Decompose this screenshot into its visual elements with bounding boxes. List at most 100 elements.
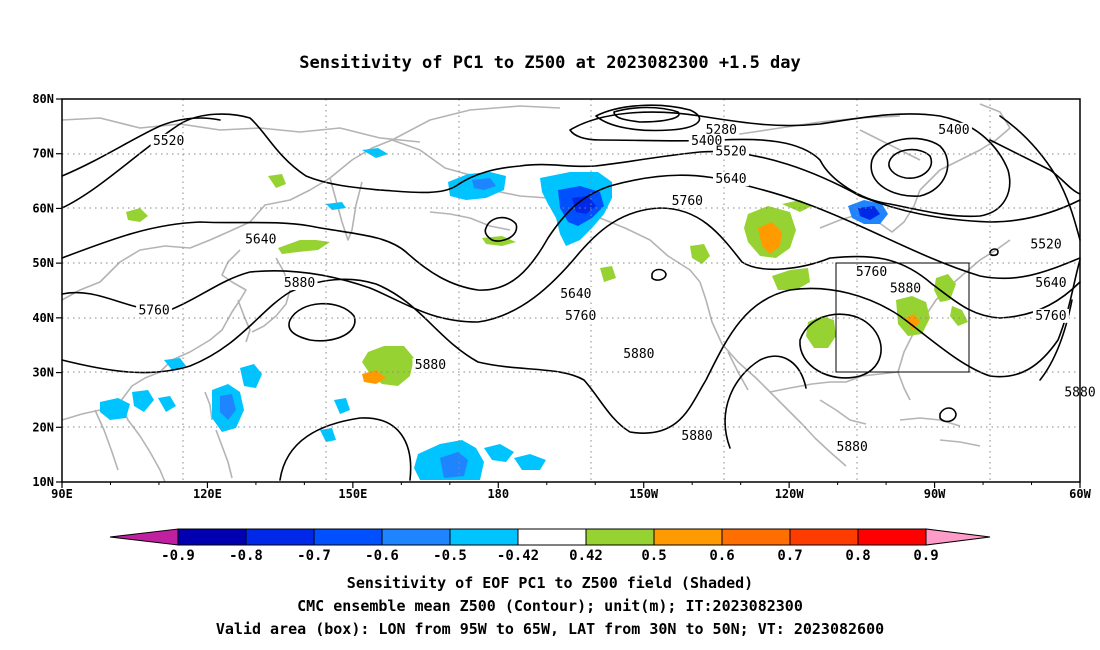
lat-tick-label: 20N [32,420,54,434]
shade-blue-arctic [362,148,388,158]
contour-5640 [61,174,1081,291]
colorbar-label: -0.9 [161,548,195,564]
contour-label: 5640 [715,172,746,187]
lon-tick-label: 90E [51,487,73,501]
contour-label: 5520 [153,134,184,149]
contour-5880 [61,259,1081,434]
contour-label: 5760 [1035,309,1066,324]
colorbar-swatch [653,528,723,546]
lat-tick-label: 70N [32,147,54,161]
colorbar: -0.9 -0.8 -0.7 -0.6 -0.5 -0.42 0.42 0.5 0.6 0.7 0.… [109,528,991,564]
lon-tick-label: 120W [775,487,805,501]
contour-5880-na [799,313,882,379]
contour-label-bg [712,144,749,159]
colorbar-label: 0.6 [709,548,734,564]
lat-tick-label: 10N [32,475,54,489]
shade-blue-mid2 [320,428,336,442]
shade-green-lake [268,174,286,188]
shade-orange-hudson [758,222,782,254]
contour-label-bg [1032,276,1069,291]
shade-blue-iwp-core [440,452,468,478]
colorbar-label: 0.42 [569,548,603,564]
contour-label-bg [281,276,318,291]
contour-label-bg [242,232,279,247]
contour-label-bg [412,358,449,373]
caption-line3: Valid area (box): LON from 95W to 65W, L… [216,620,884,638]
shade-blue-ind [158,396,176,412]
contour-label-bg [703,122,740,137]
map-frame [61,98,1081,483]
contour-small-atl [939,407,957,423]
shade-orange-pacific [362,370,386,384]
shade-blue-scs2 [132,390,154,412]
contour-label: 5520 [1030,238,1061,253]
colorbar-swatch [245,528,315,546]
contour-outer-east [989,139,1081,195]
shade-green-maine [950,306,968,326]
contour-label: 5640 [560,287,591,302]
colorbar-swatch [857,528,927,546]
sensitivity-shading [100,148,968,480]
shade-green-kam [278,240,330,254]
contour-label-bg [1032,308,1069,323]
contour-label: 5760 [138,303,169,318]
colorbar-swatch [789,528,859,546]
contour-label: 5760 [565,309,596,324]
colorbar-swatch [381,528,451,546]
contour-label: 5880 [415,358,446,373]
contour-label-bg [136,303,173,318]
lat-tick-label: 80N [32,92,54,106]
colorbar-label: 0.8 [845,548,870,564]
contour-labels: 5520564058805760588056405760588058805280… [136,123,1098,455]
shade-blue-philippine-core [220,394,236,420]
contour-outer-east3 [1039,299,1073,381]
colorbar-swatch [177,528,247,546]
colorbar-swatch [585,528,655,546]
contour-label: 5640 [1035,276,1066,291]
contour-label-bg [150,133,187,148]
colorbar-label: -0.8 [229,548,263,564]
contour-label-bg [669,193,706,208]
shade-blue-labrador-core [858,206,880,220]
shade-green-plains [806,316,836,348]
caption-line2: CMC ensemble mean Z500 (Contour); unit(m… [297,597,803,615]
lat-tick-label: 50N [32,256,54,270]
shade-green-rockies [690,244,710,264]
lon-tick-label: 120E [193,487,222,501]
lon-tick-label: 60W [1069,487,1091,501]
contour-label: 5760 [672,194,703,209]
contour-5880-sa [724,355,807,449]
lat-tick-label: 60N [32,201,54,215]
contour-label-bg [935,122,972,137]
colorbar-high-triangle [925,528,991,546]
lat-tick-label: 40N [32,311,54,325]
contour-label: 5400 [938,123,969,138]
lon-tick-label: 150E [338,487,367,501]
contour-5400-low2 [888,148,933,179]
colorbar-label: 0.5 [641,548,666,564]
contour-small-bc [651,268,667,281]
lon-tick-label: 150W [629,487,659,501]
colorbar-label: -0.42 [497,548,539,564]
caption-line1: Sensitivity of EOF PC1 to Z500 field (Sh… [347,574,753,592]
contour-label-bg [887,281,924,296]
contour-outer-west [61,117,221,177]
contour-5400-low [870,137,949,197]
contour-label: 5880 [681,429,712,444]
contour-5880-wp [288,302,356,342]
contour-label-bg [853,265,890,280]
shade-blue-iwp2 [484,444,514,462]
contour-label-bg [688,133,725,148]
shade-blue-iwp3 [514,454,546,470]
shade-green-ne [934,274,956,302]
shade-green-bc [600,266,616,282]
contour-5280b [613,106,680,123]
contour-label-bg [557,286,594,301]
contour-label-bg [679,429,716,444]
shade-green-lakes [772,268,810,290]
shade-green-siberia [126,208,148,222]
contour-label: 5880 [284,276,315,291]
shade-blue-jp [326,202,346,210]
shade-blue-kurils [164,358,186,370]
